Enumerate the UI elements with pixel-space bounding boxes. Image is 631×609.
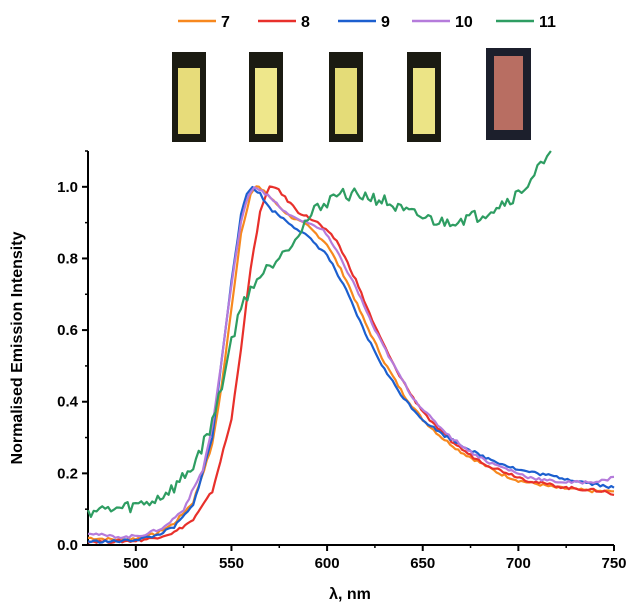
- series-line-11: [86, 150, 552, 518]
- cuvette-glow-11: [494, 56, 523, 130]
- y-tick-label: 0.2: [57, 465, 78, 482]
- y-tick-label: 0.8: [57, 250, 78, 267]
- x-axis-title: λ, nm: [329, 586, 371, 603]
- y-tick-label: 1.0: [57, 179, 78, 196]
- y-tick-label: 0.4: [57, 394, 79, 411]
- cuvette-photos: [172, 48, 531, 142]
- legend-label-10: 10: [455, 14, 473, 31]
- x-tick-label: 600: [315, 555, 340, 572]
- series-layer: [86, 150, 615, 544]
- cuvette-glow-8: [255, 68, 277, 134]
- x-tick-label: 750: [601, 555, 626, 572]
- x-tick-label: 700: [506, 555, 531, 572]
- series-line-8: [87, 185, 615, 544]
- cuvette-glow-7: [178, 68, 200, 134]
- legend-label-11: 11: [539, 14, 556, 31]
- legend: 7 8 9 10 11: [178, 14, 556, 31]
- y-tick-label: 0.6: [57, 322, 78, 339]
- legend-label-7: 7: [221, 14, 230, 31]
- cuvette-glow-9: [335, 68, 357, 134]
- y-tick-label: 0.0: [57, 537, 78, 554]
- x-tick-label: 500: [123, 555, 148, 572]
- y-axis-title: Normalised Emission Intensity: [9, 231, 26, 464]
- series-line-10: [87, 186, 615, 540]
- series-line-7: [87, 185, 614, 542]
- series-line-9: [87, 185, 615, 544]
- legend-label-8: 8: [301, 14, 310, 31]
- x-tick-label: 550: [219, 555, 244, 572]
- x-tick-label: 650: [410, 555, 435, 572]
- legend-label-9: 9: [381, 14, 390, 31]
- cuvette-glow-10: [413, 68, 435, 134]
- axes: 500 550 600 650 700 750 0.0 0.2 0.4 0.6 0.8 1.0: [57, 150, 627, 572]
